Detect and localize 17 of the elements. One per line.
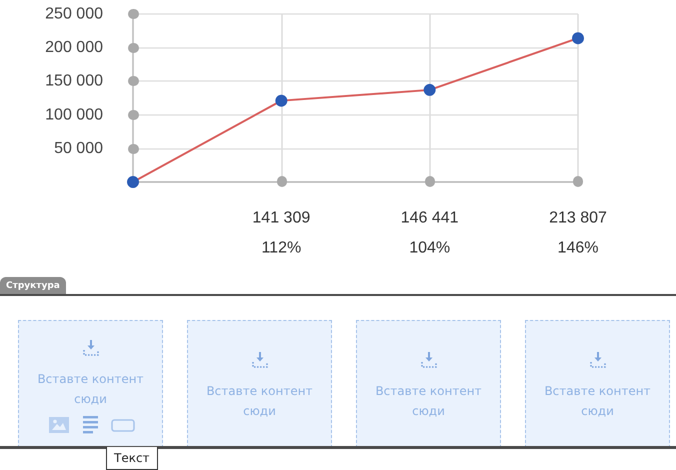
y-tick-label: 50 000 <box>54 140 104 157</box>
y-tick-label: 250 000 <box>45 6 104 22</box>
point <box>424 84 436 96</box>
point <box>572 32 584 44</box>
x-tick-label: 141 309 112% <box>252 210 310 256</box>
y-tick-label: 100 000 <box>45 106 104 124</box>
x-tick-label: 213 807 146% <box>549 210 608 256</box>
placeholder-box: Вставте контент сюди <box>356 320 501 448</box>
placeholder-box: Вставте контент сюди <box>18 320 163 448</box>
tab: Структура <box>0 277 66 294</box>
x-tick-label: 146 441 104% <box>400 210 459 256</box>
placeholder-box: Вставте контент сюди <box>187 320 332 448</box>
y-tick-label: 200 000 <box>45 39 104 56</box>
y-tick-label: 150 000 <box>45 72 104 90</box>
placeholder-box: Вставте контент сюди <box>525 320 670 448</box>
point <box>275 94 288 107</box>
tooltip: Текст <box>106 447 158 470</box>
